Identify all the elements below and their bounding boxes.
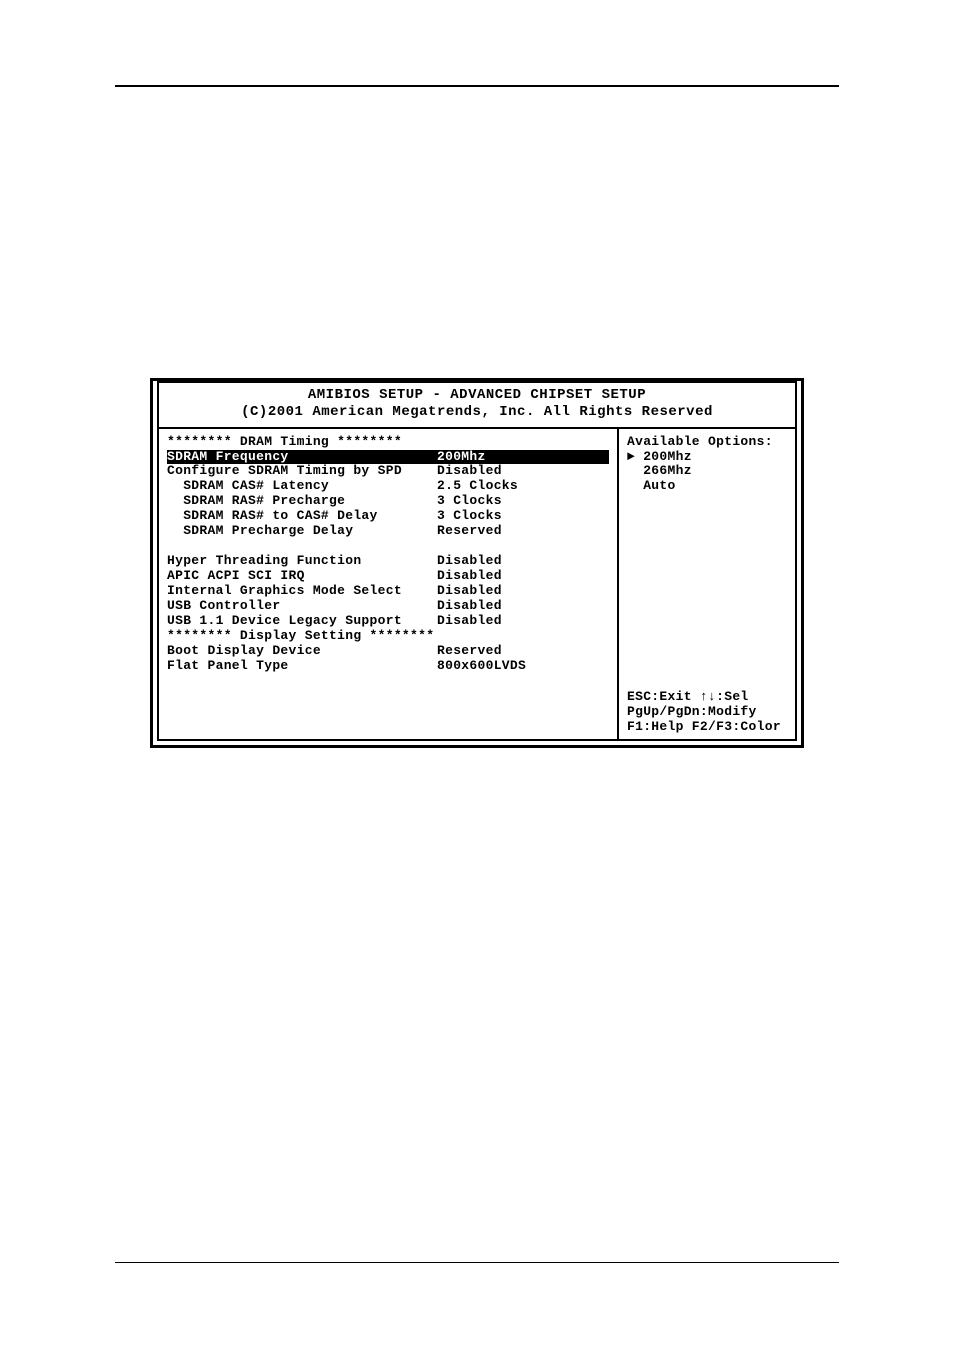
setting-value: 2.5 Clocks: [437, 479, 518, 494]
setting-label: SDRAM RAS# to CAS# Delay: [167, 509, 437, 524]
setting-value: Disabled: [437, 599, 502, 614]
setting-value: Reserved: [437, 524, 502, 539]
setting-label: SDRAM Precharge Delay: [167, 524, 437, 539]
setting-label: Configure SDRAM Timing by SPD: [167, 464, 437, 479]
bios-header: AMIBIOS SETUP - ADVANCED CHIPSET SETUP (…: [159, 383, 795, 429]
setting-row[interactable]: USB 1.1 Device Legacy SupportDisabled: [167, 614, 609, 629]
setting-value: Disabled: [437, 614, 502, 629]
option-item[interactable]: ► 200Mhz: [627, 450, 787, 465]
setting-row[interactable]: SDRAM CAS# Latency2.5 Clocks: [167, 479, 609, 494]
available-options: Available Options:► 200Mhz 266Mhz Auto: [619, 429, 795, 501]
setting-label: Boot Display Device: [167, 644, 437, 659]
setting-value: Reserved: [437, 644, 502, 659]
sidebar: Available Options:► 200Mhz 266Mhz Auto E…: [617, 429, 795, 741]
bios-body: ******** DRAM Timing ********SDRAM Frequ…: [159, 429, 795, 741]
setting-row[interactable]: SDRAM RAS# Precharge3 Clocks: [167, 494, 609, 509]
setting-label: Hyper Threading Function: [167, 554, 437, 569]
settings-panel[interactable]: ******** DRAM Timing ********SDRAM Frequ…: [159, 429, 617, 741]
setting-row[interactable]: SDRAM Precharge DelayReserved: [167, 524, 609, 539]
help-line-2: PgUp/PgDn:Modify: [627, 705, 787, 720]
blank-row: [167, 539, 609, 554]
setting-label: USB Controller: [167, 599, 437, 614]
setting-row[interactable]: APIC ACPI SCI IRQDisabled: [167, 569, 609, 584]
setting-row[interactable]: Flat Panel Type800x600LVDS: [167, 659, 609, 674]
options-title: Available Options:: [627, 435, 787, 450]
help-keys: ESC:Exit ↑↓:Sel PgUp/PgDn:Modify F1:Help…: [619, 684, 795, 741]
setting-label: USB 1.1 Device Legacy Support: [167, 614, 437, 629]
setting-value: Disabled: [437, 584, 502, 599]
setting-value: Disabled: [437, 569, 502, 584]
setting-row[interactable]: Configure SDRAM Timing by SPDDisabled: [167, 464, 609, 479]
bios-screen: AMIBIOS SETUP - ADVANCED CHIPSET SETUP (…: [150, 378, 804, 748]
section-header: ******** Display Setting ********: [167, 629, 609, 644]
setting-label: SDRAM Frequency: [167, 450, 437, 465]
setting-label: APIC ACPI SCI IRQ: [167, 569, 437, 584]
setting-label: Flat Panel Type: [167, 659, 437, 674]
setting-label: Internal Graphics Mode Select: [167, 584, 437, 599]
section-header: ******** DRAM Timing ********: [167, 435, 609, 450]
setting-value: 3 Clocks: [437, 494, 502, 509]
bios-title: AMIBIOS SETUP - ADVANCED CHIPSET SETUP: [159, 387, 795, 404]
setting-value: 800x600LVDS: [437, 659, 526, 674]
help-line-1: ESC:Exit ↑↓:Sel: [627, 690, 787, 705]
page-divider-bottom: [115, 1262, 839, 1263]
setting-value: 3 Clocks: [437, 509, 502, 524]
setting-row[interactable]: SDRAM RAS# to CAS# Delay3 Clocks: [167, 509, 609, 524]
setting-value: 200Mhz: [437, 450, 486, 465]
setting-label: SDRAM RAS# Precharge: [167, 494, 437, 509]
setting-row[interactable]: Internal Graphics Mode SelectDisabled: [167, 584, 609, 599]
setting-row[interactable]: USB ControllerDisabled: [167, 599, 609, 614]
help-line-3: F1:Help F2/F3:Color: [627, 720, 787, 735]
option-item[interactable]: 266Mhz: [627, 464, 787, 479]
setting-value: Disabled: [437, 464, 502, 479]
page-divider-top: [115, 85, 839, 87]
bios-inner-border: AMIBIOS SETUP - ADVANCED CHIPSET SETUP (…: [157, 381, 797, 741]
bios-copyright: (C)2001 American Megatrends, Inc. All Ri…: [159, 404, 795, 421]
option-item[interactable]: Auto: [627, 479, 787, 494]
setting-row[interactable]: Boot Display DeviceReserved: [167, 644, 609, 659]
setting-label: SDRAM CAS# Latency: [167, 479, 437, 494]
setting-value: Disabled: [437, 554, 502, 569]
setting-row[interactable]: SDRAM Frequency200Mhz: [167, 450, 609, 465]
setting-row[interactable]: Hyper Threading FunctionDisabled: [167, 554, 609, 569]
